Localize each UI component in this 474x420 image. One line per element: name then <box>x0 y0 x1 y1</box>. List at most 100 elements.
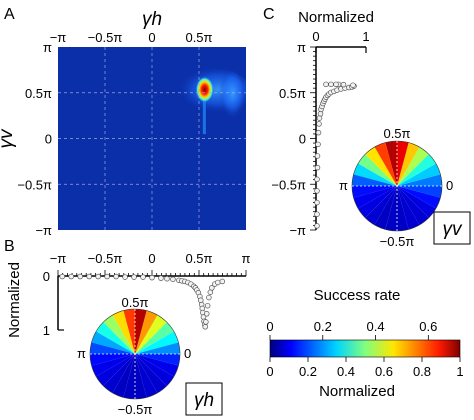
polar-disk-b-sector <box>135 331 179 354</box>
panel-label-b: B <box>4 238 15 255</box>
profile-b-x-tick-label: π <box>242 251 251 266</box>
heatmap-y-tick-label: π <box>43 40 52 55</box>
polar-disk-c-sector <box>397 186 436 218</box>
heatmap-ridge <box>202 89 206 135</box>
polar-disk-c-sector <box>374 186 397 230</box>
heatmap-density-tail <box>216 70 244 122</box>
polar-disk-c-sector <box>397 147 429 186</box>
profile-c-point <box>314 223 320 229</box>
profile-c-point <box>340 81 347 88</box>
polar-disk-c-sector <box>397 186 420 230</box>
colorbar: Success rate 0 0.2 0.4 0.6 0 0.2 0.4 0.6 0.8 1 N… <box>266 287 463 400</box>
polar-disk-b-sector <box>103 315 135 354</box>
profile-b-point <box>68 273 74 280</box>
polar-disk-b-legend-symbol: γh <box>194 390 214 411</box>
profile-b-point <box>198 297 204 304</box>
profile-b-point <box>204 311 210 317</box>
heatmap-x-tick-label: 0.5π <box>185 30 212 45</box>
polar-disk-c-sector <box>397 163 441 186</box>
profile-c-y-tick-label: −π <box>289 223 306 238</box>
polar-disk-c-sector <box>365 147 397 186</box>
profile-c-point <box>314 164 321 171</box>
polar-disk-c-sector <box>397 141 409 186</box>
polar-disk-b-sector <box>123 309 135 354</box>
polar-disk-b-sector <box>91 331 135 354</box>
heatmap-y-tick-label: 0 <box>45 132 52 147</box>
heatmap-x-tick-label: −π <box>50 30 67 45</box>
profile-b-point <box>202 324 209 330</box>
profile-c-point <box>350 82 356 88</box>
colorbar-bottom-tick-label: 0.6 <box>375 364 393 379</box>
polar-disk-b-sector <box>91 354 135 377</box>
polar-disk-b-sector <box>135 354 158 398</box>
polar-disk-c-legend-box <box>433 211 471 245</box>
polar-disk-b: 0.5π 0 π −0.5π γh <box>77 295 223 417</box>
profile-b-point <box>86 273 92 280</box>
colorbar-bottom-tick-label: 0.2 <box>299 364 317 379</box>
polar-disk-c-sector <box>397 186 442 198</box>
colorbar-top-ticks: 0 0.2 0.4 0.6 <box>266 319 437 340</box>
colorbar-bottom-tick-label: 1 <box>456 364 463 379</box>
colorbar-bottom-tick-label: 0.4 <box>337 364 355 379</box>
polar-disk-c-sector <box>397 174 442 186</box>
profile-b-y-label: Normalized <box>6 262 23 338</box>
profile-c-y-tick-label: 0 <box>299 132 306 147</box>
polar-disk-c-top-label: 0.5π <box>383 126 410 141</box>
profile-b-point <box>122 274 128 280</box>
profile-b-point <box>131 274 137 280</box>
polar-disk-b-sector <box>135 354 179 377</box>
polar-disk-c-sectors <box>351 140 443 232</box>
polar-disk-c-sector <box>397 142 420 186</box>
profile-c-points <box>314 81 357 229</box>
profile-c-x-tick-label: 1 <box>362 29 369 44</box>
heatmap-y-tick-label: 0.5π <box>25 86 52 101</box>
heatmap-y-tick-label: −0.5π <box>17 177 52 192</box>
profile-c-point <box>316 121 322 127</box>
colorbar-bottom-ticks: 0 0.2 0.4 0.6 0.8 1 <box>266 357 464 379</box>
profile-b-points <box>59 273 226 330</box>
polar-disk-b-left-label: π <box>77 346 86 361</box>
colorbar-top-tick-label: 0.2 <box>314 319 332 334</box>
polar-disk-c-sector <box>358 186 397 218</box>
polar-disk-b-sector <box>135 342 181 354</box>
polar-disk-b-sector <box>135 354 174 386</box>
colorbar-top-tick-label: 0.4 <box>367 319 385 334</box>
profile-b-point <box>104 273 110 280</box>
polar-disk-c-sector <box>352 174 397 186</box>
polar-disk-b-sector <box>135 309 147 354</box>
polar-disk-b-sector <box>135 354 147 399</box>
profile-c-point <box>333 81 339 88</box>
heatmap-y-ticks: π 0.5π 0 −0.5π −π <box>17 40 52 238</box>
polar-disk-c: 0.5π 0 π −0.5π γv <box>339 126 471 249</box>
polar-disk-c-sector <box>385 186 397 231</box>
polar-disk-b-sector <box>90 354 135 366</box>
profile-c-y-tick-label: −0.5π <box>271 177 306 192</box>
profile-c-point <box>328 81 334 88</box>
polar-disk-c-right-label: 0 <box>446 178 453 193</box>
heatmap-x-ticks: −π −0.5π 0 0.5π <box>50 30 213 45</box>
polar-disk-c-sector <box>374 142 397 186</box>
polar-disk-c-sector <box>397 154 436 186</box>
panel-label-c: C <box>263 6 275 23</box>
profile-b-point <box>170 276 176 282</box>
heatmap-y-label: γv <box>0 128 17 149</box>
profile-b-y-ticks: 01 <box>43 269 64 338</box>
profile-b-point <box>77 273 83 280</box>
polar-disk-b-sector <box>112 310 135 354</box>
profile-c-point <box>314 199 320 206</box>
profile-b-point <box>149 274 155 281</box>
profile-b-point <box>113 273 119 280</box>
panel-a-heatmap: −π −0.5π 0 0.5π π 0.5π 0 −0.5π −π γh γv <box>0 9 246 238</box>
polar-disk-c-legend-symbol: γv <box>443 219 464 240</box>
heatmap-hotspot <box>195 76 214 103</box>
colorbar-gradient <box>269 339 461 358</box>
profile-b-point <box>158 275 164 281</box>
profile-b-point <box>203 319 209 325</box>
colorbar-top-tick-label: 0 <box>266 319 273 334</box>
profile-b-point <box>95 273 101 280</box>
profile-c-point <box>315 129 322 136</box>
profile-c-x-tick-label: 0 <box>312 29 319 44</box>
